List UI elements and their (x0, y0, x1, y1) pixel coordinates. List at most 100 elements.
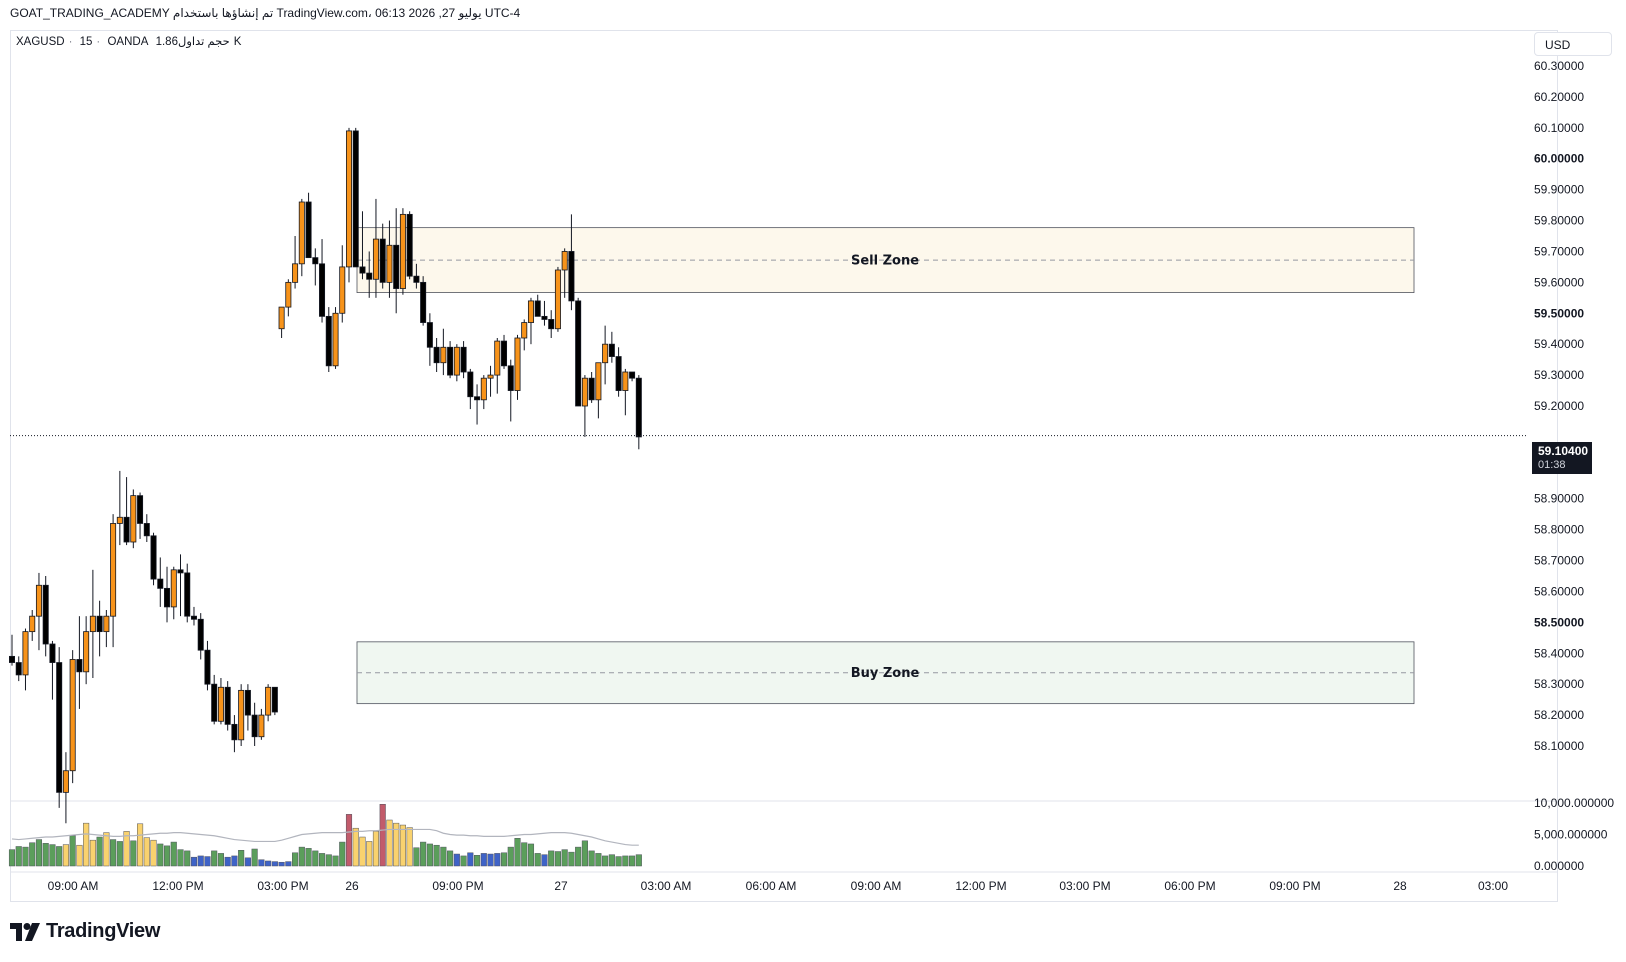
candle[interactable] (251, 702, 258, 746)
candle[interactable] (527, 297, 534, 345)
candle[interactable] (433, 338, 440, 372)
symbol-interval[interactable]: 15 (79, 36, 93, 48)
candle[interactable] (345, 127, 352, 283)
candle[interactable] (298, 198, 305, 277)
candle[interactable] (467, 368, 474, 410)
candle[interactable] (96, 600, 103, 657)
candle[interactable] (123, 477, 130, 546)
candle[interactable] (480, 375, 487, 410)
candle[interactable] (494, 338, 501, 394)
candle[interactable] (541, 300, 548, 326)
candle[interactable] (319, 239, 326, 323)
candle[interactable] (325, 307, 332, 372)
candle[interactable] (413, 263, 420, 289)
candle[interactable] (56, 647, 63, 808)
candle[interactable] (514, 334, 521, 400)
currency-selector[interactable]: USD (1534, 32, 1612, 56)
candle[interactable] (426, 313, 433, 366)
candle[interactable] (83, 616, 90, 685)
candle[interactable] (35, 572, 42, 651)
candle[interactable] (352, 127, 359, 268)
candle[interactable] (447, 341, 454, 379)
candle[interactable] (420, 276, 427, 326)
candle[interactable] (22, 628, 29, 691)
candle[interactable] (554, 266, 561, 332)
candle[interactable] (69, 650, 76, 784)
candle[interactable] (150, 532, 157, 586)
candle[interactable] (76, 616, 83, 709)
candle[interactable] (534, 294, 541, 317)
candle[interactable] (474, 384, 481, 425)
candle[interactable] (332, 307, 339, 369)
candle[interactable] (359, 211, 366, 280)
candle[interactable] (8, 634, 15, 666)
candle[interactable] (399, 208, 406, 295)
candle[interactable] (521, 319, 528, 351)
candle[interactable] (366, 251, 373, 298)
candle[interactable] (386, 220, 393, 298)
candle[interactable] (224, 681, 231, 731)
candle[interactable] (130, 489, 137, 549)
candle[interactable] (501, 334, 508, 369)
candle[interactable] (29, 610, 36, 641)
candle[interactable] (258, 708, 265, 740)
candle[interactable] (164, 566, 171, 623)
price-axis[interactable]: 60.30000 60.20000 60.10000 60.00000 59.90000… (1534, 59, 1584, 753)
candle[interactable] (116, 470, 123, 546)
candle[interactable] (42, 576, 49, 657)
symbol-ticker[interactable]: XAGUSD (16, 36, 65, 48)
candle[interactable] (339, 245, 346, 323)
candle[interactable] (278, 306, 285, 338)
candle[interactable] (507, 359, 514, 422)
candle[interactable] (143, 514, 150, 542)
candle[interactable] (184, 563, 191, 623)
candle[interactable] (588, 372, 595, 403)
candle[interactable] (197, 613, 204, 660)
candle[interactable] (170, 566, 177, 620)
candle[interactable] (265, 684, 272, 722)
candle[interactable] (615, 347, 622, 397)
candle[interactable] (217, 678, 224, 725)
candle[interactable] (453, 344, 460, 382)
candle[interactable] (285, 279, 292, 317)
candle[interactable] (177, 554, 184, 617)
candle[interactable] (575, 297, 582, 407)
candle[interactable] (440, 328, 447, 376)
candle[interactable] (635, 375, 642, 450)
candle[interactable] (595, 362, 602, 419)
tradingview-logo[interactable]: TradingView (10, 920, 160, 943)
candle[interactable] (548, 310, 555, 338)
candle[interactable] (157, 557, 164, 607)
candle[interactable] (238, 684, 245, 746)
candle[interactable] (568, 214, 575, 311)
candle[interactable] (15, 656, 22, 682)
candle[interactable] (581, 375, 588, 437)
candle[interactable] (110, 514, 117, 648)
candle[interactable] (608, 331, 615, 363)
candle[interactable] (103, 610, 110, 648)
candle[interactable] (231, 715, 238, 753)
candle[interactable] (561, 248, 568, 298)
candle[interactable] (460, 341, 467, 379)
time-axis[interactable]: 09:00 AM 12:00 PM 03:00 PM 26 09:00 PM 27 03:0… (48, 879, 1509, 893)
candle[interactable] (137, 492, 144, 539)
candle[interactable] (244, 684, 251, 731)
candle[interactable] (629, 371, 636, 382)
candle[interactable] (89, 569, 96, 678)
candle[interactable] (312, 248, 319, 286)
candle[interactable] (372, 198, 379, 298)
candle[interactable] (271, 686, 278, 716)
candle[interactable] (49, 640, 56, 700)
candle[interactable] (622, 368, 629, 416)
candle[interactable] (292, 236, 299, 289)
candle[interactable] (211, 674, 218, 725)
candle[interactable] (62, 752, 69, 824)
candle[interactable] (379, 223, 386, 289)
candle[interactable] (487, 365, 494, 397)
candle[interactable] (602, 325, 609, 385)
candle[interactable] (190, 606, 197, 626)
candle[interactable] (204, 640, 211, 691)
candle[interactable] (406, 211, 413, 280)
candle[interactable] (305, 192, 312, 259)
